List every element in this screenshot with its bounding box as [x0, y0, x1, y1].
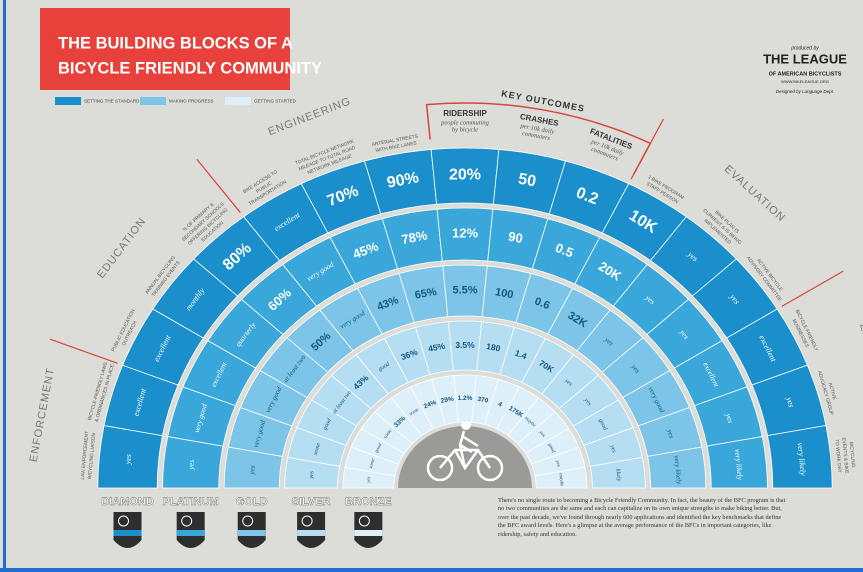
logo-text: THE LEAGUE [763, 51, 847, 66]
column-label: by bicycle [452, 126, 478, 133]
badge-band [297, 530, 325, 536]
cell-value: 20% [449, 167, 481, 184]
level-name: PLATINUM [163, 496, 219, 508]
group-divider [50, 339, 117, 363]
group-label: EVALUATION [722, 163, 788, 224]
level-name: GOLD [236, 496, 268, 508]
level-name: SILVER [292, 496, 331, 508]
edge-bar [3, 0, 6, 572]
column-label: BICYCLING [848, 442, 856, 469]
legend-label: MAKING PROGRESS [169, 99, 214, 104]
cell-value: yes [309, 470, 316, 480]
column-label: people commuting [440, 119, 490, 126]
column-title: RIDERSHIP [443, 109, 487, 118]
group-label: EDUCATION [95, 215, 149, 280]
logo-text: OF AMERICAN BICYCLISTS [769, 71, 842, 77]
level-name: DIAMOND [101, 496, 154, 508]
logo-text: WWW.BIKELEAGUE.ORG [781, 79, 829, 84]
logo-text: produced by [790, 45, 819, 51]
badge-band [177, 530, 205, 536]
cell-value: yes [248, 465, 257, 476]
cell-value: 12% [452, 225, 478, 240]
group-divider [782, 271, 844, 306]
cell-value: 90 [507, 229, 524, 246]
cell-value: 1.2% [458, 395, 473, 402]
group-divider [631, 119, 663, 179]
legend-label: GETTING STARTED [254, 99, 297, 104]
level-name: BRONZE [345, 496, 391, 508]
logo-text: Designed by Language Dept. [776, 89, 834, 94]
legend-swatch [225, 97, 251, 105]
cell-value: 5.5% [452, 284, 477, 296]
title: BICYCLE FRIENDLY COMMUNITY [58, 59, 322, 77]
badge-band [354, 530, 382, 536]
title: THE BUILDING BLOCKS OF A [58, 34, 293, 52]
description: There's no single route to becoming a Bi… [498, 497, 790, 539]
group-label: ENCOURAGEMENT [857, 322, 863, 436]
infographic: THE BUILDING BLOCKS OF A BICYCLE FRIENDLY… [0, 0, 863, 572]
cell-value: 3.5% [455, 340, 475, 350]
legend-label: SETTING THE STANDARD [84, 99, 140, 104]
badge-band [114, 530, 142, 536]
page: THE BUILDING BLOCKS OF A BICYCLE FRIENDLY… [0, 0, 863, 572]
edge-bar [0, 568, 863, 572]
group-label: ENFORCEMENT [28, 367, 57, 464]
badge-band [238, 530, 266, 536]
cell-value: 50 [517, 171, 538, 191]
cell-value: yes [123, 454, 133, 466]
cell-value: yes [367, 476, 373, 484]
cell-value: yes [186, 459, 196, 470]
cell-value: likely [614, 468, 621, 482]
legend-swatch [55, 97, 81, 105]
legend-swatch [140, 97, 166, 105]
